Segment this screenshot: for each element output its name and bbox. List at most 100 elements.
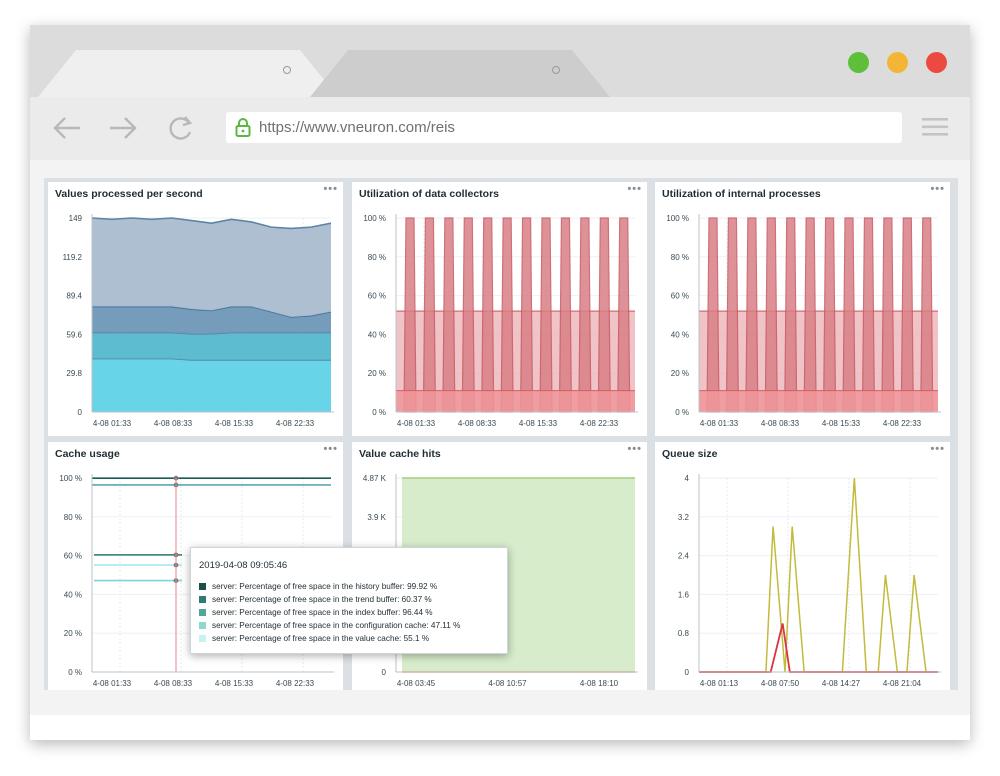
widget-title: Values processed per second xyxy=(55,188,203,200)
widget-menu-icon[interactable]: ••• xyxy=(930,443,945,455)
y-tick-label: 29.8 xyxy=(66,369,82,378)
widget-3: 100 % 80 % 60 % 40 % 20 % 0 % 4-08 01:33 4-08 0… xyxy=(655,182,950,436)
tooltip-row: server: Percentage of free space in the … xyxy=(199,621,460,630)
widget-title: Utilization of internal processes xyxy=(662,188,821,200)
browser-tab-1[interactable] xyxy=(38,50,338,97)
pulse-bar xyxy=(461,217,475,413)
y-tick-label: 100 % xyxy=(666,214,689,223)
pulse-bar xyxy=(597,217,611,413)
x-tick-label: 4-08 01:33 xyxy=(93,679,132,688)
browser-tab-2[interactable] xyxy=(310,50,610,97)
hamburger-menu-icon[interactable] xyxy=(922,116,948,138)
y-tick-label: 80 % xyxy=(671,253,689,262)
tab-close-icon[interactable] xyxy=(283,66,291,74)
x-tick-label: 4-08 01:33 xyxy=(700,419,739,428)
y-tick-label: 3.9 K xyxy=(367,513,386,522)
reload-icon[interactable] xyxy=(164,113,198,143)
chart-svg: 100 % 80 % 60 % 40 % 20 % 0 % 4-08 01:33 4-08 0… xyxy=(363,214,638,428)
area-series-low xyxy=(396,390,635,412)
pulse-bar xyxy=(920,217,934,413)
tooltip-row: server: Percentage of free space in the … xyxy=(199,634,429,643)
url-text: https://www.vneuron.com/reis xyxy=(259,119,455,136)
y-tick-label: 60 % xyxy=(64,552,82,561)
legend-swatch xyxy=(199,609,206,616)
pulse-bar xyxy=(842,217,856,413)
y-tick-label: 2.4 xyxy=(678,552,690,561)
pulse-bar xyxy=(539,217,553,413)
pulse-bar xyxy=(725,217,740,413)
widget-1: 149 119.2 89.4 59.6 29.8 0 4-08 01:33 4-08 08:3… xyxy=(48,182,343,436)
widget-title: Utilization of data collectors xyxy=(359,188,500,200)
y-tick-label: 100 % xyxy=(363,214,386,223)
y-tick-label: 80 % xyxy=(368,253,386,262)
pulse-bar xyxy=(500,217,514,413)
legend-swatch xyxy=(199,622,206,629)
y-tick-label: 20 % xyxy=(64,629,82,638)
x-tick-label: 4-08 08:33 xyxy=(154,419,193,428)
widget-menu-icon[interactable]: ••• xyxy=(930,183,945,195)
tab-bar xyxy=(30,25,970,97)
pulse-bar xyxy=(519,217,534,413)
tooltip-label: server: Percentage of free space in the … xyxy=(212,595,432,604)
y-tick-label: 40 % xyxy=(671,330,689,339)
y-tick-label: 3.2 xyxy=(678,513,690,522)
tooltip-timestamp: 2019-04-08 09:05:46 xyxy=(199,560,288,571)
widget-2: 100 % 80 % 60 % 40 % 20 % 0 % 4-08 01:33 4-08 0… xyxy=(352,182,647,436)
x-tick-label: 4-08 22:33 xyxy=(580,419,619,428)
widget-menu-icon[interactable]: ••• xyxy=(627,183,642,195)
chart-svg: 100 % 80 % 60 % 40 % 20 % 0 % 4-08 01:33 4-08 0… xyxy=(59,474,334,688)
x-tick-label: 4-08 15:33 xyxy=(822,419,861,428)
traffic-light-red[interactable] xyxy=(926,52,947,73)
x-tick-label: 4-08 01:33 xyxy=(93,419,132,428)
legend-swatch xyxy=(199,583,206,590)
y-tick-label: 119.2 xyxy=(63,253,83,262)
legend-swatch xyxy=(199,635,206,642)
x-tick-label: 4-08 15:33 xyxy=(215,679,254,688)
queue-line-1 xyxy=(699,477,927,673)
widget-menu-icon[interactable]: ••• xyxy=(323,443,338,455)
pulse-bar xyxy=(558,217,573,413)
x-tick-label: 4-08 21:04 xyxy=(883,679,922,688)
area-series-2 xyxy=(92,332,331,360)
y-tick-label: 80 % xyxy=(64,513,82,522)
widget-menu-icon[interactable]: ••• xyxy=(323,183,338,195)
widget-title: Cache usage xyxy=(55,448,120,460)
traffic-light-yellow[interactable] xyxy=(887,52,908,73)
pulse-bar xyxy=(900,217,914,413)
tab-shape xyxy=(38,50,338,97)
y-tick-label: 0 xyxy=(382,668,387,677)
series-line-4 xyxy=(91,217,332,230)
y-tick-label: 0 % xyxy=(675,408,689,417)
pulse-bar xyxy=(442,217,456,413)
y-tick-label: 59.6 xyxy=(66,330,82,339)
pulse-bar xyxy=(861,217,876,413)
pulse-bar xyxy=(822,217,837,413)
y-tick-label: 100 % xyxy=(59,474,82,483)
tab-close-icon[interactable] xyxy=(552,66,560,74)
x-tick-label: 4-08 01:13 xyxy=(700,679,739,688)
traffic-light-green[interactable] xyxy=(848,52,869,73)
x-tick-label: 4-08 03:45 xyxy=(397,679,436,688)
tooltip-label: server: Percentage of free space in the … xyxy=(212,608,433,617)
pulse-bar xyxy=(403,217,417,413)
address-bar[interactable]: https://www.vneuron.com/reis xyxy=(226,112,902,143)
x-tick-label: 4-08 22:33 xyxy=(883,419,922,428)
x-tick-label: 4-08 01:33 xyxy=(397,419,436,428)
tooltip-row: server: Percentage of free space in the … xyxy=(199,582,437,591)
chart-tooltip: 2019-04-08 09:05:46 server: Percentage o… xyxy=(190,547,508,654)
y-tick-label: 40 % xyxy=(64,590,82,599)
chart-svg: 149 119.2 89.4 59.6 29.8 0 4-08 01:33 4-08 08:3… xyxy=(63,214,334,428)
x-tick-label: 4-08 14:27 xyxy=(822,679,861,688)
area-series-3 xyxy=(92,306,331,334)
x-tick-label: 4-08 15:33 xyxy=(215,419,254,428)
pulse-bar xyxy=(617,217,631,413)
widget-6: 4 3.2 2.4 1.6 0.8 0 4-08 01:13 4-08 07:50 4-08 1… xyxy=(655,442,950,690)
widget-menu-icon[interactable]: ••• xyxy=(627,443,642,455)
y-tick-label: 89.4 xyxy=(66,292,82,301)
pulse-bar xyxy=(745,217,759,413)
y-tick-label: 4.87 K xyxy=(363,474,387,483)
tooltip-row: server: Percentage of free space in the … xyxy=(199,595,432,604)
x-tick-label: 4-08 15:33 xyxy=(519,419,558,428)
back-arrow-icon[interactable] xyxy=(50,113,84,143)
forward-arrow-icon[interactable] xyxy=(106,113,140,143)
